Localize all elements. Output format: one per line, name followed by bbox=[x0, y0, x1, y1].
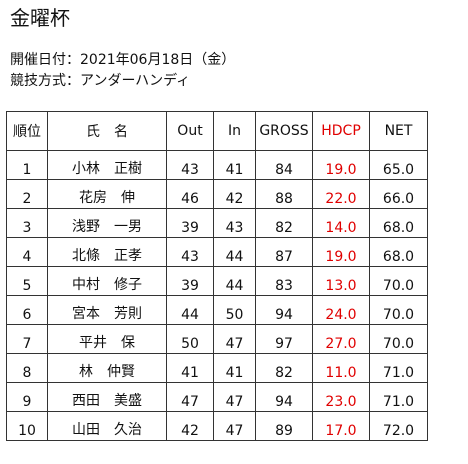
cell-in: 42 bbox=[213, 179, 256, 209]
cell-name: 小林 正樹 bbox=[47, 150, 167, 180]
table-row: 7 平井 保 50 47 97 27.0 70.0 bbox=[6, 324, 428, 354]
header-out: Out bbox=[166, 111, 214, 151]
cell-net: 72.0 bbox=[369, 411, 428, 441]
cell-hdcp: 11.0 bbox=[312, 353, 370, 383]
header-net: NET bbox=[369, 111, 428, 151]
cell-in: 50 bbox=[213, 295, 256, 325]
cell-name: 西田 美盛 bbox=[47, 382, 167, 412]
cell-name: 北條 正孝 bbox=[47, 237, 167, 267]
cell-in: 44 bbox=[213, 237, 256, 267]
cell-hdcp: 13.0 bbox=[312, 266, 370, 296]
cell-rank: 10 bbox=[6, 411, 48, 441]
cell-name: 平井 保 bbox=[47, 324, 167, 354]
cell-out: 42 bbox=[166, 411, 214, 441]
cell-name: 山田 久治 bbox=[47, 411, 167, 441]
cell-gross: 87 bbox=[255, 237, 313, 267]
cell-gross: 83 bbox=[255, 266, 313, 296]
cell-out: 43 bbox=[166, 150, 214, 180]
cell-in: 47 bbox=[213, 411, 256, 441]
cell-gross: 82 bbox=[255, 208, 313, 238]
cell-gross: 84 bbox=[255, 150, 313, 180]
cell-out: 39 bbox=[166, 266, 214, 296]
cell-gross: 82 bbox=[255, 353, 313, 383]
cell-rank: 8 bbox=[6, 353, 48, 383]
cell-net: 70.0 bbox=[369, 295, 428, 325]
cell-hdcp: 19.0 bbox=[312, 150, 370, 180]
cell-rank: 5 bbox=[6, 266, 48, 296]
cell-rank: 7 bbox=[6, 324, 48, 354]
table-row: 2 花房 伸 46 42 88 22.0 66.0 bbox=[6, 179, 428, 209]
header-rank: 順位 bbox=[6, 111, 48, 151]
cell-net: 70.0 bbox=[369, 266, 428, 296]
header-gross: GROSS bbox=[255, 111, 313, 151]
cell-rank: 6 bbox=[6, 295, 48, 325]
cell-name: 浅野 一男 bbox=[47, 208, 167, 238]
cell-rank: 2 bbox=[6, 179, 48, 209]
results-table-header: 順位 氏 名 Out In GROSS HDCP NET bbox=[6, 111, 428, 151]
table-row: 3 浅野 一男 39 43 82 14.0 68.0 bbox=[6, 208, 428, 238]
event-date: 開催日付：2021年06月18日（金） bbox=[10, 50, 235, 70]
cell-hdcp: 24.0 bbox=[312, 295, 370, 325]
table-row: 10 山田 久治 42 47 89 17.0 72.0 bbox=[6, 411, 428, 441]
header-name: 氏 名 bbox=[47, 111, 167, 151]
cell-name: 宮本 芳則 bbox=[47, 295, 167, 325]
cell-hdcp: 17.0 bbox=[312, 411, 370, 441]
cell-hdcp: 23.0 bbox=[312, 382, 370, 412]
cell-hdcp: 19.0 bbox=[312, 237, 370, 267]
cell-gross: 94 bbox=[255, 295, 313, 325]
cell-name: 花房 伸 bbox=[47, 179, 167, 209]
cell-in: 44 bbox=[213, 266, 256, 296]
cell-net: 70.0 bbox=[369, 324, 428, 354]
table-row: 6 宮本 芳則 44 50 94 24.0 70.0 bbox=[6, 295, 428, 325]
cell-name: 中村 修子 bbox=[47, 266, 167, 296]
cell-net: 65.0 bbox=[369, 150, 428, 180]
cell-rank: 1 bbox=[6, 150, 48, 180]
cell-rank: 9 bbox=[6, 382, 48, 412]
page-title: 金曜杯 bbox=[10, 6, 70, 30]
cell-rank: 4 bbox=[6, 237, 48, 267]
cell-in: 43 bbox=[213, 208, 256, 238]
event-date-value: 2021年06月18日（金） bbox=[80, 52, 236, 68]
cell-hdcp: 14.0 bbox=[312, 208, 370, 238]
header-hdcp: HDCP bbox=[312, 111, 370, 151]
cell-net: 71.0 bbox=[369, 382, 428, 412]
cell-hdcp: 22.0 bbox=[312, 179, 370, 209]
cell-out: 44 bbox=[166, 295, 214, 325]
cell-out: 47 bbox=[166, 382, 214, 412]
cell-net: 71.0 bbox=[369, 353, 428, 383]
results-table: 順位 氏 名 Out In GROSS HDCP NET 1 小林 正樹 43 41 8… bbox=[6, 111, 428, 441]
cell-out: 50 bbox=[166, 324, 214, 354]
results-table-body: 1 小林 正樹 43 41 84 19.0 65.0 2 花房 伸 46 42 88 22.0 66.0 3… bbox=[6, 150, 428, 441]
competition-format: 競技方式：アンダーハンディ bbox=[10, 71, 190, 91]
cell-gross: 94 bbox=[255, 382, 313, 412]
competition-format-value: アンダーハンディ bbox=[80, 73, 191, 89]
cell-net: 66.0 bbox=[369, 179, 428, 209]
cell-out: 39 bbox=[166, 208, 214, 238]
cell-net: 68.0 bbox=[369, 208, 428, 238]
header-in: In bbox=[213, 111, 256, 151]
table-row: 5 中村 修子 39 44 83 13.0 70.0 bbox=[6, 266, 428, 296]
cell-out: 43 bbox=[166, 237, 214, 267]
cell-gross: 88 bbox=[255, 179, 313, 209]
cell-name: 林 仲賢 bbox=[47, 353, 167, 383]
cell-hdcp: 27.0 bbox=[312, 324, 370, 354]
cell-out: 41 bbox=[166, 353, 214, 383]
cell-rank: 3 bbox=[6, 208, 48, 238]
cell-out: 46 bbox=[166, 179, 214, 209]
cell-gross: 97 bbox=[255, 324, 313, 354]
table-row: 4 北條 正孝 43 44 87 19.0 68.0 bbox=[6, 237, 428, 267]
cell-in: 41 bbox=[213, 150, 256, 180]
cell-in: 47 bbox=[213, 382, 256, 412]
table-row: 9 西田 美盛 47 47 94 23.0 71.0 bbox=[6, 382, 428, 412]
cell-in: 41 bbox=[213, 353, 256, 383]
event-date-label: 開催日付： bbox=[10, 52, 80, 68]
table-row: 1 小林 正樹 43 41 84 19.0 65.0 bbox=[6, 150, 428, 180]
competition-format-label: 競技方式： bbox=[10, 73, 80, 89]
cell-gross: 89 bbox=[255, 411, 313, 441]
cell-in: 47 bbox=[213, 324, 256, 354]
header-row: 順位 氏 名 Out In GROSS HDCP NET bbox=[6, 111, 428, 151]
cell-net: 68.0 bbox=[369, 237, 428, 267]
